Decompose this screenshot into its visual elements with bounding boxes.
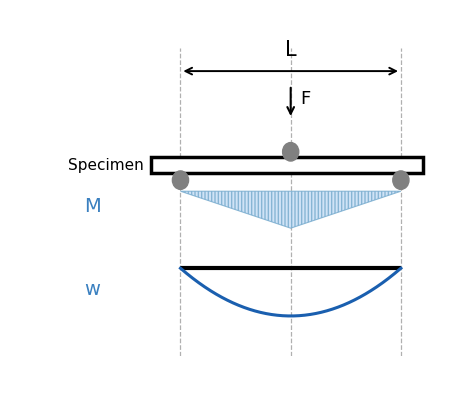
Text: w: w (84, 280, 100, 298)
Polygon shape (181, 191, 401, 228)
Text: Specimen: Specimen (68, 158, 144, 172)
Text: F: F (300, 90, 310, 108)
Text: M: M (84, 197, 100, 216)
Ellipse shape (393, 171, 409, 189)
Text: L: L (285, 40, 297, 60)
Ellipse shape (173, 171, 189, 189)
Bar (151, 157, 423, 173)
Ellipse shape (283, 142, 299, 161)
